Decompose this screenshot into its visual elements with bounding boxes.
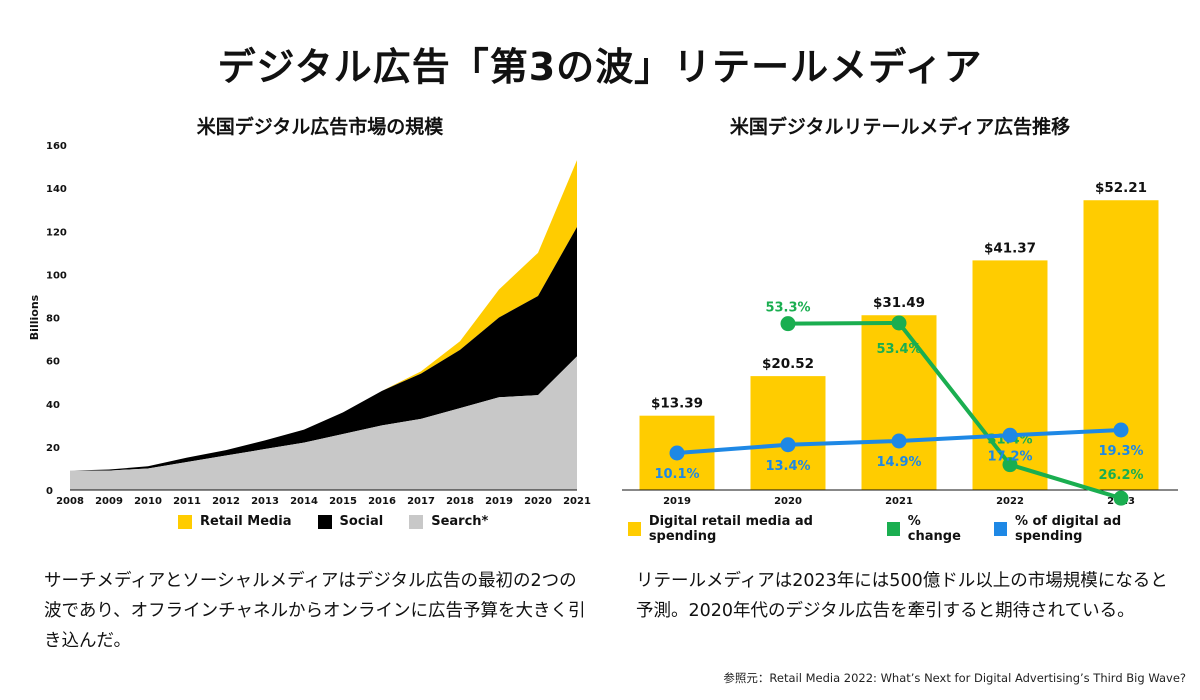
label-pct-digital: 19.3% bbox=[1098, 444, 1143, 459]
point-pct-digital bbox=[780, 437, 796, 453]
label-pct-digital: 17.2% bbox=[987, 449, 1032, 464]
left-area-chart: 0 20 40 60 80 100 120 140 160 Billions 2008 2009 201… bbox=[28, 141, 591, 507]
y-tick-label: 120 bbox=[46, 227, 67, 238]
x-tick-label: 2010 bbox=[134, 496, 162, 507]
legend-swatch bbox=[628, 522, 641, 536]
label-pct-digital: 14.9% bbox=[876, 455, 921, 470]
x-tick-label: 2009 bbox=[95, 496, 123, 507]
x-tick-label: 2019 bbox=[663, 496, 691, 507]
point-pct-change bbox=[891, 315, 907, 331]
page-title: デジタル広告「第3の波」リテールメディア bbox=[217, 45, 983, 89]
bar-value-label: $20.52 bbox=[762, 356, 814, 372]
right-legend: Digital retail media ad spending % chang… bbox=[628, 514, 1200, 544]
legend-item-retail-media: Retail Media bbox=[178, 514, 292, 529]
legend-label: Retail Media bbox=[200, 514, 292, 529]
label-pct-change: 53.4% bbox=[876, 342, 921, 357]
x-tick-label: 2015 bbox=[329, 496, 357, 507]
label-pct-change: 53.3% bbox=[765, 301, 810, 316]
point-pct-change bbox=[1113, 490, 1129, 506]
x-tick-label: 2014 bbox=[290, 496, 318, 507]
legend-item-social: Social bbox=[317, 514, 384, 529]
bar-2023 bbox=[1083, 200, 1159, 490]
point-pct-digital bbox=[1002, 427, 1018, 443]
y-axis-label: Billions bbox=[28, 294, 41, 340]
legend-item-pct-change: % change bbox=[887, 514, 972, 544]
y-tick-label: 80 bbox=[46, 314, 60, 325]
left-chart-title: 米国デジタル広告市場の規模 bbox=[196, 116, 444, 138]
x-tick-label: 2021 bbox=[563, 496, 591, 507]
line-pct-change bbox=[787, 320, 1122, 501]
legend-swatch bbox=[994, 522, 1007, 536]
legend-swatch bbox=[178, 514, 192, 529]
x-tick-label: 2013 bbox=[251, 496, 279, 507]
point-pct-change bbox=[1002, 457, 1018, 473]
legend-swatch bbox=[317, 514, 332, 529]
bar-value-label: $52.21 bbox=[1095, 180, 1147, 196]
legend-label: % of digital ad spending bbox=[1014, 514, 1122, 544]
y-tick-label: 40 bbox=[46, 400, 60, 411]
x-tick-label: 2017 bbox=[407, 496, 435, 507]
area-search bbox=[70, 356, 577, 490]
right-chart-title: 米国デジタルリテールメディア広告推移 bbox=[729, 116, 1071, 138]
left-description: サーチメディアとソーシャルメディアはデジタル広告の最初の2つの波であり、オフライ… bbox=[44, 571, 586, 651]
label-pct-digital: 13.4% bbox=[765, 459, 810, 474]
point-pct-change bbox=[780, 316, 796, 332]
label-pct-change: 26.2% bbox=[1098, 468, 1143, 483]
x-tick-label: 2011 bbox=[173, 496, 201, 507]
y-tick-label: 0 bbox=[46, 486, 53, 497]
legend-item-search: Search* bbox=[409, 514, 488, 529]
legend-label: Search* bbox=[431, 514, 489, 529]
x-tick-label: 2022 bbox=[996, 496, 1024, 507]
point-pct-digital bbox=[1113, 422, 1129, 438]
legend-label: Digital retail media ad spending bbox=[648, 514, 813, 544]
bar-2020 bbox=[750, 376, 826, 490]
bar-2021 bbox=[861, 315, 937, 490]
x-tick-label: 2020 bbox=[774, 496, 802, 507]
legend-swatch bbox=[887, 522, 900, 536]
x-tick-label: 2018 bbox=[446, 496, 474, 507]
point-pct-digital bbox=[669, 445, 685, 461]
label-pct-digital: 10.1% bbox=[654, 467, 699, 482]
legend-item-retail-spending: Digital retail media ad spending bbox=[628, 514, 865, 544]
point-pct-digital bbox=[891, 433, 907, 449]
bar-value-label: $31.49 bbox=[873, 295, 925, 311]
bar-value-label: $41.37 bbox=[984, 240, 1036, 256]
y-tick-label: 60 bbox=[46, 357, 60, 368]
y-tick-label: 100 bbox=[46, 270, 67, 281]
x-tick-label: 2012 bbox=[212, 496, 240, 507]
x-tick-label: 2016 bbox=[368, 496, 396, 507]
right-description: リテールメディアは2023年には500億ドル以上の市場規模になると予測。2020… bbox=[636, 571, 1168, 621]
legend-label: Social bbox=[339, 514, 384, 529]
bar-value-label: $13.39 bbox=[651, 396, 703, 412]
x-tick-label: 2008 bbox=[56, 496, 84, 507]
bar-2022 bbox=[972, 260, 1048, 490]
legend-swatch bbox=[409, 514, 424, 529]
y-tick-label: 20 bbox=[46, 443, 60, 454]
x-tick-label: 2020 bbox=[524, 496, 552, 507]
source-note: 参照元：Retail Media 2022: What’s Next for D… bbox=[723, 671, 1186, 685]
legend-item-pct-digital: % of digital ad spending bbox=[994, 514, 1178, 544]
y-tick-label: 140 bbox=[46, 184, 67, 195]
area-social bbox=[70, 226, 577, 471]
x-tick-label: 2021 bbox=[885, 496, 913, 507]
left-legend: Retail Media Social Search* bbox=[178, 514, 514, 529]
y-tick-label: 160 bbox=[46, 141, 67, 152]
right-bar-line-chart: $13.39 $20.52 $31.49 $41.37 $52.21 2019 2020 20… bbox=[622, 180, 1178, 507]
x-tick-label: 2019 bbox=[485, 496, 513, 507]
legend-label: % change bbox=[907, 514, 961, 544]
